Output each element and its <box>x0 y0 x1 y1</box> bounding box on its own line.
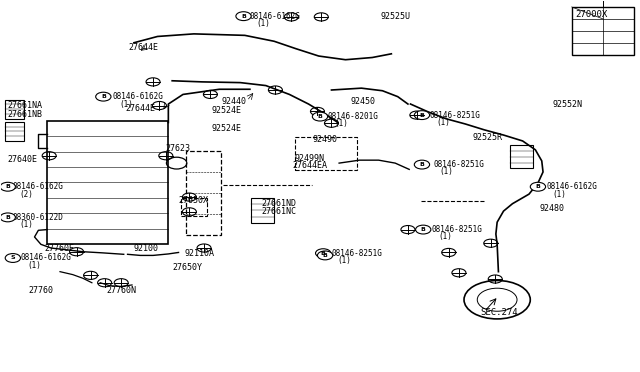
Circle shape <box>236 12 251 20</box>
Circle shape <box>0 182 15 191</box>
Text: 92499N: 92499N <box>294 154 324 163</box>
Text: 92552N: 92552N <box>552 100 582 109</box>
Text: (1): (1) <box>27 261 41 270</box>
Circle shape <box>317 251 333 260</box>
Text: B: B <box>317 114 323 119</box>
Circle shape <box>0 213 15 222</box>
Text: 92110A: 92110A <box>185 249 215 258</box>
Bar <box>510 145 533 168</box>
Text: 08146-6162G: 08146-6162G <box>250 12 301 21</box>
Text: 92100: 92100 <box>134 244 159 253</box>
Text: B: B <box>420 227 426 232</box>
Text: B: B <box>101 94 106 99</box>
Circle shape <box>415 225 431 234</box>
Circle shape <box>96 92 111 101</box>
Bar <box>4 100 24 119</box>
Text: (1): (1) <box>438 232 452 241</box>
Text: 27644EA: 27644EA <box>292 161 327 170</box>
Text: B: B <box>536 184 540 189</box>
Text: S: S <box>10 256 15 260</box>
Text: 08146-8251G: 08146-8251G <box>431 225 483 234</box>
Text: 08146-6162G: 08146-6162G <box>13 182 64 191</box>
Bar <box>294 137 357 170</box>
Text: 92450: 92450 <box>351 97 376 106</box>
Text: B: B <box>419 162 424 167</box>
Text: (1): (1) <box>334 119 348 128</box>
Text: B: B <box>323 253 328 258</box>
Text: (1): (1) <box>256 19 270 28</box>
Text: 27661NC: 27661NC <box>261 206 296 216</box>
Text: 92480: 92480 <box>540 203 565 213</box>
Text: 92524E: 92524E <box>212 124 242 133</box>
Bar <box>572 7 634 55</box>
Text: 27661NB: 27661NB <box>8 109 43 119</box>
Text: 27650Y: 27650Y <box>172 263 202 272</box>
Bar <box>47 121 168 244</box>
Bar <box>186 151 221 235</box>
Text: 08146-8251G: 08146-8251G <box>429 110 481 120</box>
Text: 08146-8251G: 08146-8251G <box>332 249 382 258</box>
Circle shape <box>5 254 20 262</box>
Text: 08146-8251G: 08146-8251G <box>433 160 484 169</box>
Circle shape <box>316 249 331 258</box>
Bar <box>181 198 207 216</box>
Text: 27644E: 27644E <box>125 104 156 113</box>
Text: 27760E: 27760E <box>45 244 75 253</box>
Text: 92525U: 92525U <box>381 12 410 22</box>
Text: B: B <box>5 184 10 189</box>
Circle shape <box>312 112 328 121</box>
Text: 27623: 27623 <box>166 144 191 153</box>
Text: 27661ND: 27661ND <box>261 199 296 208</box>
Text: B: B <box>5 215 10 220</box>
Bar <box>251 198 274 223</box>
Text: 08146-6162G: 08146-6162G <box>546 182 597 191</box>
Circle shape <box>531 182 545 191</box>
Text: (1): (1) <box>436 118 450 127</box>
Text: 27760N: 27760N <box>106 286 136 295</box>
Text: (2): (2) <box>19 190 33 199</box>
Text: 92440: 92440 <box>221 97 246 106</box>
Text: B: B <box>321 251 326 256</box>
Circle shape <box>414 160 429 169</box>
Text: 92490: 92490 <box>312 135 337 144</box>
Text: (1): (1) <box>338 256 352 265</box>
Text: B: B <box>419 113 424 118</box>
Circle shape <box>414 111 429 119</box>
Text: 08146-6162G: 08146-6162G <box>113 92 164 101</box>
Text: 08146-8201G: 08146-8201G <box>328 112 378 121</box>
Text: 27000X: 27000X <box>575 10 607 19</box>
Text: (1): (1) <box>19 220 33 229</box>
Bar <box>4 122 24 141</box>
Text: SEC.274: SEC.274 <box>481 308 518 317</box>
Text: (1): (1) <box>119 100 133 109</box>
Text: 92524E: 92524E <box>212 106 242 115</box>
Text: 08146-6162G: 08146-6162G <box>20 253 72 263</box>
Text: (1): (1) <box>552 190 566 199</box>
Text: 27644E: 27644E <box>129 43 159 52</box>
Text: 27760: 27760 <box>28 286 53 295</box>
Text: 27640E: 27640E <box>8 155 38 164</box>
Text: 27661NA: 27661NA <box>8 101 43 110</box>
Text: 92525R: 92525R <box>473 133 503 142</box>
Text: 08360-6122D: 08360-6122D <box>13 213 64 222</box>
Text: (1): (1) <box>440 167 454 176</box>
Text: B: B <box>241 14 246 19</box>
Text: 27650X: 27650X <box>179 196 209 205</box>
